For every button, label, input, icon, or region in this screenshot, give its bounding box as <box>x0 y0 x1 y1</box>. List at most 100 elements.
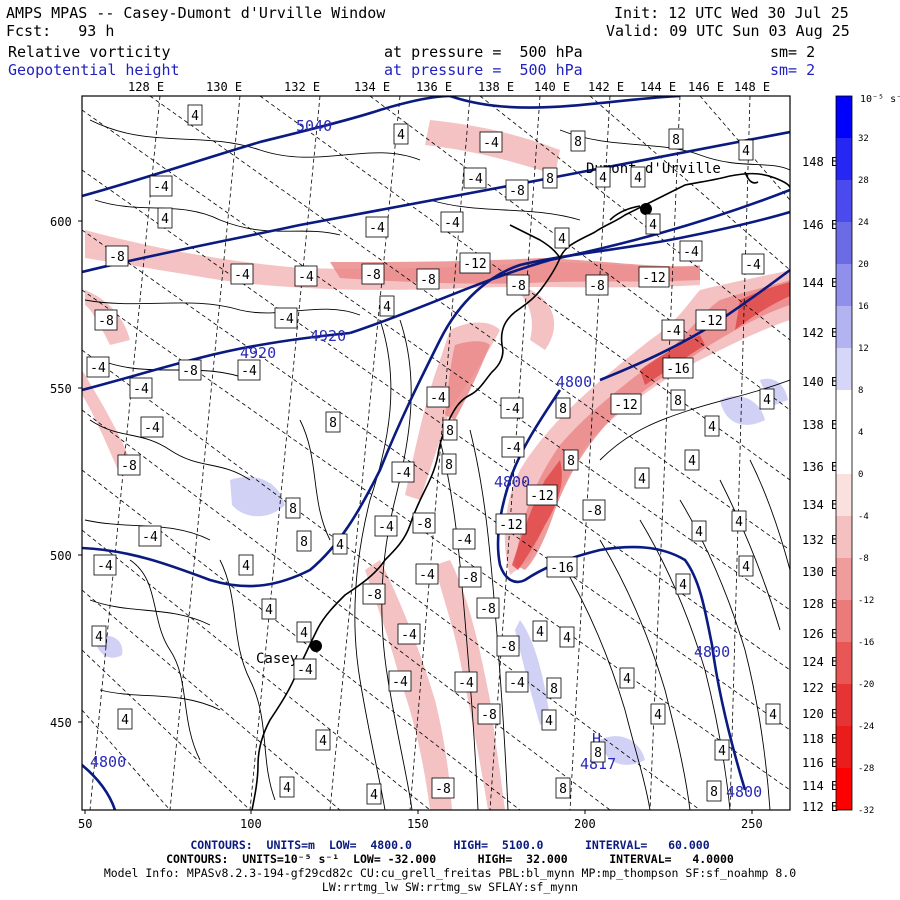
colorbar-swatch <box>836 390 852 432</box>
vorticity-label: 8 <box>445 458 453 473</box>
vorticity-label: -4 <box>142 530 158 545</box>
vorticity-label: 4 <box>634 171 642 186</box>
vorticity-label-box <box>650 703 666 725</box>
svg-text:500: 500 <box>50 549 72 563</box>
lon-label: 128 E <box>128 80 164 94</box>
colorbar-swatch <box>836 600 852 642</box>
colorbar-label: -24 <box>858 722 874 732</box>
colorbar-label: -20 <box>858 680 874 690</box>
vorticity-label: 4 <box>545 714 553 729</box>
svg-text:132 E: 132 E <box>802 533 838 547</box>
vorticity-label: -8 <box>182 364 198 379</box>
field1-smoothing: sm= 2 <box>770 43 816 61</box>
vorticity-label-box <box>379 295 395 317</box>
forecast-hour: Fcst: 93 h <box>6 22 115 40</box>
svg-text:144 E: 144 E <box>802 276 838 290</box>
vorticity-label: 4 <box>242 559 250 574</box>
top-longitude-labels: 128 E 130 E 132 E 134 E 136 E 138 E 140 … <box>128 80 770 94</box>
vorticity-labels: 4 4 -4 8 8 4 -4 -4 -8 8 4 4 4 -4 -4 4 4 -8 -4 -4 -8 -8 -12 -8 -8… <box>86 104 781 805</box>
vorticity-label-box <box>138 525 162 547</box>
height-label: 4800 <box>726 783 762 801</box>
vorticity-label: -16 <box>550 561 573 576</box>
x-axis-labels: 50 100 150 200 250 <box>78 810 763 831</box>
vorticity-label-box <box>532 620 548 642</box>
vorticity-label: 8 <box>289 502 297 517</box>
vorticity-label: -8 <box>121 459 137 474</box>
vorticity-label: -12 <box>614 398 637 413</box>
colorbar-swatch <box>836 264 852 306</box>
svg-text:112 E: 112 E <box>802 800 838 814</box>
vorticity-label-box <box>477 703 501 725</box>
vorticity-label-box <box>117 454 141 476</box>
vorticity-label-box <box>541 709 557 731</box>
dumont-durville-station-dot <box>640 203 652 215</box>
colorbar-swatch <box>836 180 852 222</box>
vorticity-label-box <box>442 419 458 441</box>
vorticity-label-box <box>178 359 202 381</box>
vorticity-label: 8 <box>594 746 602 761</box>
vorticity-label: -8 <box>109 250 125 265</box>
vorticity-label: -12 <box>530 489 553 504</box>
vorticity-label-box <box>661 319 685 341</box>
height-label: 4800 <box>556 373 592 391</box>
vorticity-label: -4 <box>505 441 521 456</box>
model-info-2: LW:rrtmg_lw SW:rrtmg_sw SFLAY:sf_mynn <box>321 880 579 894</box>
vorticity-contour-info: CONTOURS: UNITS=10⁻⁵ s⁻¹ LOW= -32.000 HI… <box>166 852 734 866</box>
vorticity-label: 8 <box>329 416 337 431</box>
vorticity-label: -4 <box>298 270 314 285</box>
vorticity-label: -8 <box>481 708 497 723</box>
vorticity-label-box <box>563 449 579 471</box>
svg-text:100: 100 <box>240 817 262 831</box>
vorticity-label: -8 <box>589 279 605 294</box>
vorticity-label-box <box>187 104 203 126</box>
vorticity-label: -8 <box>365 268 381 283</box>
lon-label: 146 E <box>688 80 724 94</box>
vorticity-label-box <box>388 670 412 692</box>
height-label: 4800 <box>494 473 530 491</box>
vorticity-label-box <box>362 583 386 605</box>
vorticity-label: 4 <box>654 708 662 723</box>
vorticity-label: 4 <box>300 626 308 641</box>
vorticity-label-box <box>237 359 261 381</box>
vorticity-label: -4 <box>297 663 313 678</box>
vorticity-label: 4 <box>370 788 378 803</box>
colorbar-swatch <box>836 474 852 516</box>
vorticity-label-box <box>416 268 440 290</box>
vorticity-label: 4 <box>688 454 696 469</box>
vorticity-label-box <box>738 555 754 577</box>
vorticity-label: -4 <box>745 258 761 273</box>
vorticity-label: 4 <box>679 578 687 593</box>
lon-label: 140 E <box>534 80 570 94</box>
vorticity-label: -8 <box>510 279 526 294</box>
vorticity-label-box <box>638 266 670 288</box>
vorticity-label: 8 <box>559 782 567 797</box>
vorticity-label: -8 <box>420 273 436 288</box>
vorticity-label-box <box>542 167 558 189</box>
vorticity-label: 4 <box>283 781 291 796</box>
colorbar-swatch <box>836 432 852 474</box>
vorticity-label: -4 <box>665 324 681 339</box>
vorticity-label: 8 <box>567 454 575 469</box>
vorticity-label-box <box>463 167 487 189</box>
vorticity-label-box <box>117 708 133 730</box>
vorticity-label: -4 <box>133 382 149 397</box>
vorticity-label: -4 <box>395 466 411 481</box>
colorbar-unit: 10⁻⁵ s⁻¹ <box>860 94 900 105</box>
svg-text:250: 250 <box>741 817 763 831</box>
colorbar-swatch <box>836 726 852 768</box>
vorticity-label: -4 <box>392 675 408 690</box>
station-label-casey: Casey <box>256 651 298 667</box>
vorticity-label-box <box>294 265 318 287</box>
colorbar-label: 16 <box>858 302 869 312</box>
vorticity-label: 4 <box>536 625 544 640</box>
vorticity-label-box <box>296 621 312 643</box>
colorbar-label: -32 <box>858 806 874 816</box>
svg-text:118 E: 118 E <box>802 732 838 746</box>
lon-label: 142 E <box>588 80 624 94</box>
vorticity-label-box <box>296 530 312 552</box>
vorticity-label: 4 <box>742 144 750 159</box>
vorticity-label-box <box>706 780 722 802</box>
vorticity-label-box <box>595 166 611 188</box>
vorticity-label-box <box>555 397 571 419</box>
svg-text:114 E: 114 E <box>802 779 838 793</box>
